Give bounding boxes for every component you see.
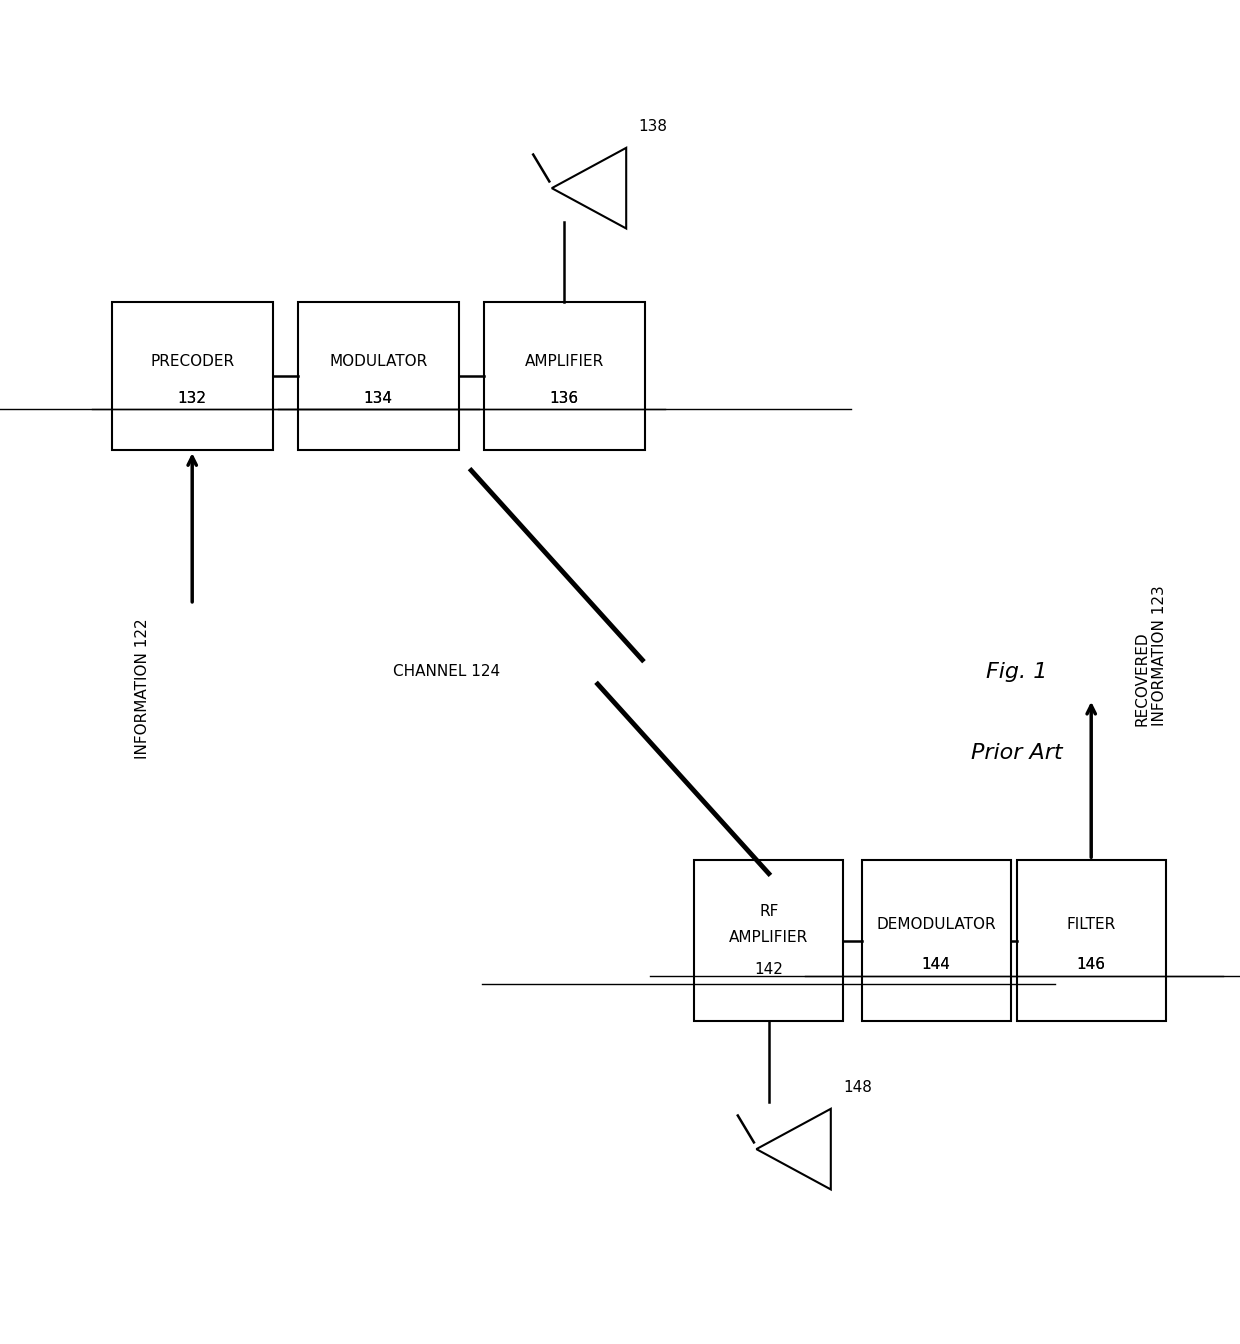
Text: Prior Art: Prior Art xyxy=(971,743,1063,762)
Text: 142: 142 xyxy=(754,962,784,977)
Text: 136: 136 xyxy=(549,391,579,406)
Text: PRECODER: PRECODER xyxy=(150,353,234,370)
Text: 144: 144 xyxy=(921,957,951,973)
FancyBboxPatch shape xyxy=(694,860,843,1021)
Text: AMPLIFIER: AMPLIFIER xyxy=(729,930,808,945)
FancyBboxPatch shape xyxy=(112,302,273,450)
Text: 132: 132 xyxy=(177,391,207,406)
Text: 146: 146 xyxy=(1076,957,1106,973)
Text: 132: 132 xyxy=(177,391,207,406)
Text: DEMODULATOR: DEMODULATOR xyxy=(877,917,996,933)
Text: 144: 144 xyxy=(921,957,951,973)
Text: CHANNEL 124: CHANNEL 124 xyxy=(393,664,500,680)
Text: MODULATOR: MODULATOR xyxy=(329,353,428,370)
Text: 148: 148 xyxy=(843,1081,872,1095)
Text: INFORMATION 122: INFORMATION 122 xyxy=(135,618,150,759)
Text: 134: 134 xyxy=(363,391,393,406)
FancyBboxPatch shape xyxy=(484,302,645,450)
Text: 136: 136 xyxy=(549,391,579,406)
Text: 138: 138 xyxy=(639,120,667,134)
Text: 146: 146 xyxy=(1076,957,1106,973)
Text: RF: RF xyxy=(759,905,779,919)
Text: AMPLIFIER: AMPLIFIER xyxy=(525,353,604,370)
Text: FILTER: FILTER xyxy=(1066,917,1116,933)
Text: Fig. 1: Fig. 1 xyxy=(986,663,1048,681)
FancyBboxPatch shape xyxy=(862,860,1011,1021)
FancyBboxPatch shape xyxy=(1017,860,1166,1021)
Text: 134: 134 xyxy=(363,391,393,406)
Text: RECOVERED
INFORMATION 123: RECOVERED INFORMATION 123 xyxy=(1135,585,1167,726)
FancyBboxPatch shape xyxy=(298,302,459,450)
